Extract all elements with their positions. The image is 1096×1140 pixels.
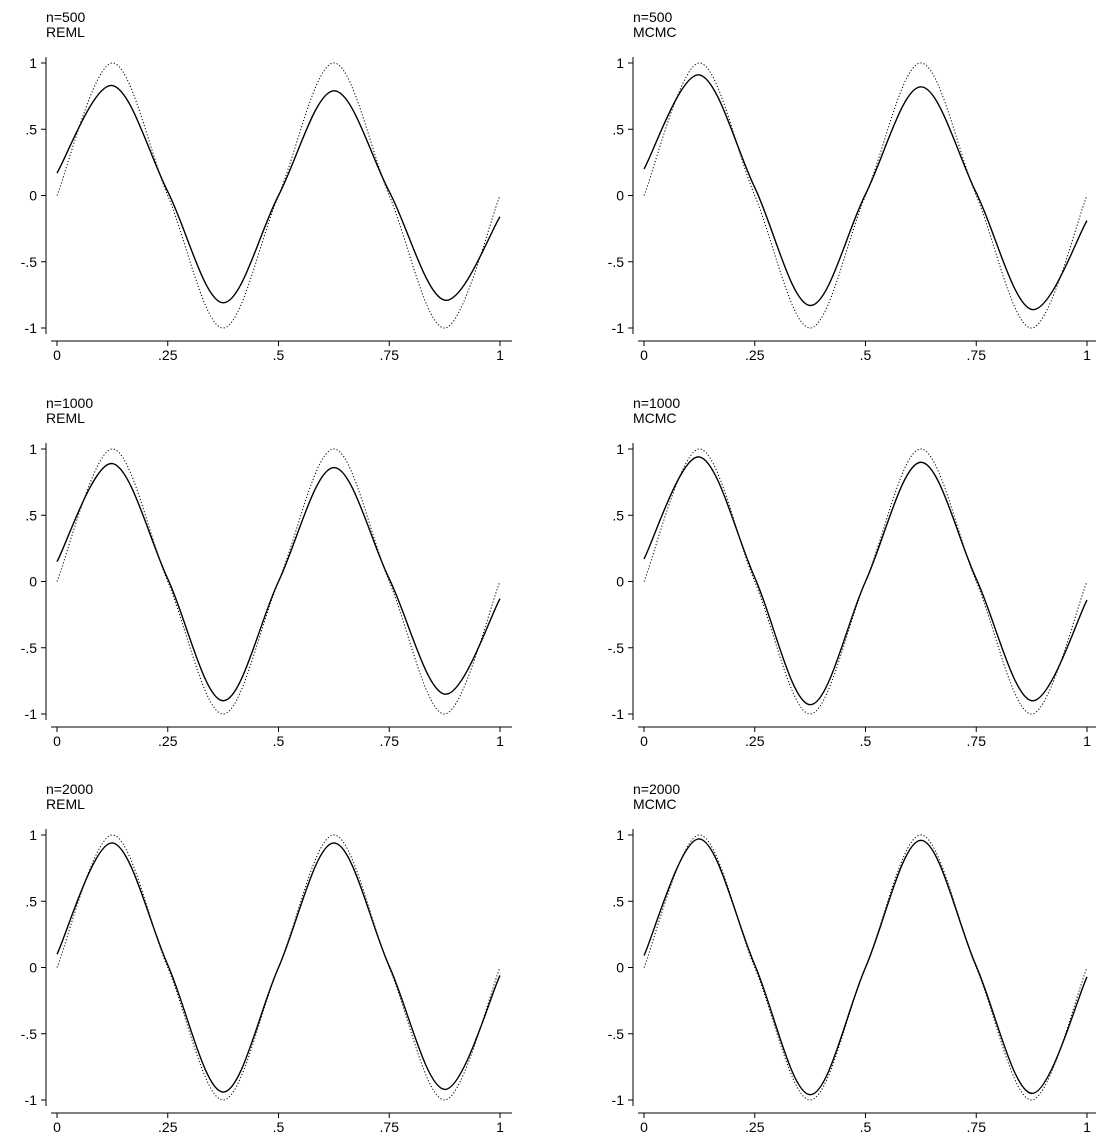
panel-method: REML (46, 410, 85, 426)
panel-method: REML (46, 24, 85, 40)
y-tick-label: -1 (612, 706, 625, 722)
y-tick-label: 0 (616, 188, 624, 204)
y-tick-label: 1 (616, 441, 624, 457)
panel-sample-size: n=1000 (633, 395, 681, 411)
y-tick-label: 1 (616, 827, 624, 843)
x-tick-label: .5 (273, 1119, 285, 1135)
x-tick-label: .25 (158, 347, 178, 363)
panel-title: n=1000 REML (46, 396, 93, 426)
x-tick-label: .25 (158, 733, 178, 749)
x-tick-label: 1 (1083, 733, 1091, 749)
x-tick-label: 0 (640, 347, 648, 363)
y-tick-label: .5 (25, 121, 37, 137)
x-tick-label: 0 (53, 347, 61, 363)
chart-panel-3: n=1000 REML 1 .5 0 -.5 -1 0 .25 .5 .75 1 (21, 393, 553, 753)
line-chart: 1 .5 0 -.5 -1 0 .25 .5 .75 1 (608, 827, 1096, 1135)
x-tick-label: 1 (496, 733, 504, 749)
y-tick-label: .5 (25, 893, 37, 909)
x-tick-label: .75 (380, 733, 400, 749)
x-tick-label: 0 (640, 733, 648, 749)
chart-panel-6: n=2000 MCMC 1 .5 0 -.5 -1 0 .25 .5 .75 1 (608, 779, 1096, 1139)
panel-method: MCMC (633, 796, 677, 812)
estimate-line (643, 456, 1088, 706)
panel-title: n=1000 MCMC (633, 396, 680, 426)
y-tick-label: -.5 (21, 1026, 38, 1042)
chart-panel-2: n=500 MCMC 1 .5 0 -.5 -1 0 .25 .5 .75 1 (608, 7, 1096, 367)
x-tick-label: .5 (860, 733, 872, 749)
y-tick-label: -.5 (21, 254, 38, 270)
x-tick-label: .75 (380, 1119, 400, 1135)
estimate-line (56, 84, 501, 304)
y-tick-label: .5 (25, 507, 37, 523)
panel-sample-size: n=1000 (46, 395, 94, 411)
panel-method: MCMC (633, 410, 677, 426)
y-tick-label: 0 (616, 960, 624, 976)
x-tick-label: .5 (273, 347, 285, 363)
line-chart: 1 .5 0 -.5 -1 0 .25 .5 .75 1 (608, 441, 1096, 749)
panel-method: REML (46, 796, 85, 812)
x-tick-label: .25 (745, 1119, 765, 1135)
y-tick-label: -.5 (608, 640, 625, 656)
x-tick-label: 1 (1083, 1119, 1091, 1135)
y-tick-label: -1 (612, 320, 625, 336)
y-tick-label: -.5 (608, 1026, 625, 1042)
panel-sample-size: n=2000 (633, 781, 681, 797)
estimate-line (643, 838, 1088, 1096)
y-tick-label: -1 (25, 706, 38, 722)
x-tick-label: 0 (53, 1119, 61, 1135)
estimate-line (643, 74, 1088, 311)
y-tick-label: -1 (25, 1092, 38, 1108)
estimate-line (56, 842, 501, 1093)
x-tick-label: .75 (967, 1119, 987, 1135)
x-tick-label: .75 (967, 733, 987, 749)
y-tick-label: 0 (616, 574, 624, 590)
panel-sample-size: n=500 (46, 9, 86, 25)
y-tick-label: -.5 (608, 254, 625, 270)
x-tick-label: 1 (496, 347, 504, 363)
y-tick-label: 1 (616, 55, 624, 71)
chart-panel-5: n=2000 REML 1 .5 0 -.5 -1 0 .25 .5 .75 1 (21, 779, 553, 1139)
y-tick-label: -1 (612, 1092, 625, 1108)
panel-title: n=2000 MCMC (633, 782, 680, 812)
panel-sample-size: n=500 (633, 9, 673, 25)
x-tick-label: 0 (53, 733, 61, 749)
estimate-line (56, 462, 501, 702)
y-tick-label: .5 (612, 121, 624, 137)
line-chart: 1 .5 0 -.5 -1 0 .25 .5 .75 1 (21, 827, 512, 1135)
x-tick-label: .5 (860, 347, 872, 363)
panel-sample-size: n=2000 (46, 781, 94, 797)
x-tick-label: 1 (496, 1119, 504, 1135)
x-tick-label: .75 (967, 347, 987, 363)
x-tick-label: .25 (158, 1119, 178, 1135)
panel-title: n=500 MCMC (633, 10, 677, 40)
x-tick-label: .75 (380, 347, 400, 363)
x-tick-label: .25 (745, 347, 765, 363)
panel-method: MCMC (633, 24, 677, 40)
panel-title: n=500 REML (46, 10, 85, 40)
x-tick-label: 1 (1083, 347, 1091, 363)
y-tick-label: 0 (29, 574, 37, 590)
y-tick-label: 0 (29, 960, 37, 976)
panel-title: n=2000 REML (46, 782, 93, 812)
y-tick-label: 1 (29, 827, 37, 843)
x-tick-label: .5 (273, 733, 285, 749)
y-tick-label: 1 (29, 441, 37, 457)
x-tick-label: .5 (860, 1119, 872, 1135)
chart-panel-4: n=1000 MCMC 1 .5 0 -.5 -1 0 .25 .5 .75 1 (608, 393, 1096, 753)
line-chart: 1 .5 0 -.5 -1 0 .25 .5 .75 1 (608, 55, 1096, 363)
y-tick-label: 0 (29, 188, 37, 204)
y-tick-label: 1 (29, 55, 37, 71)
chart-panel-1: n=500 REML 1 .5 0 -.5 -1 0 .25 .5 .75 1 (21, 7, 553, 367)
y-tick-label: -1 (25, 320, 38, 336)
y-tick-label: -.5 (21, 640, 38, 656)
line-chart: 1 .5 0 -.5 -1 0 .25 .5 .75 1 (21, 55, 512, 363)
x-tick-label: .25 (745, 733, 765, 749)
x-tick-label: 0 (640, 1119, 648, 1135)
y-tick-label: .5 (612, 507, 624, 523)
line-chart: 1 .5 0 -.5 -1 0 .25 .5 .75 1 (21, 441, 512, 749)
y-tick-label: .5 (612, 893, 624, 909)
